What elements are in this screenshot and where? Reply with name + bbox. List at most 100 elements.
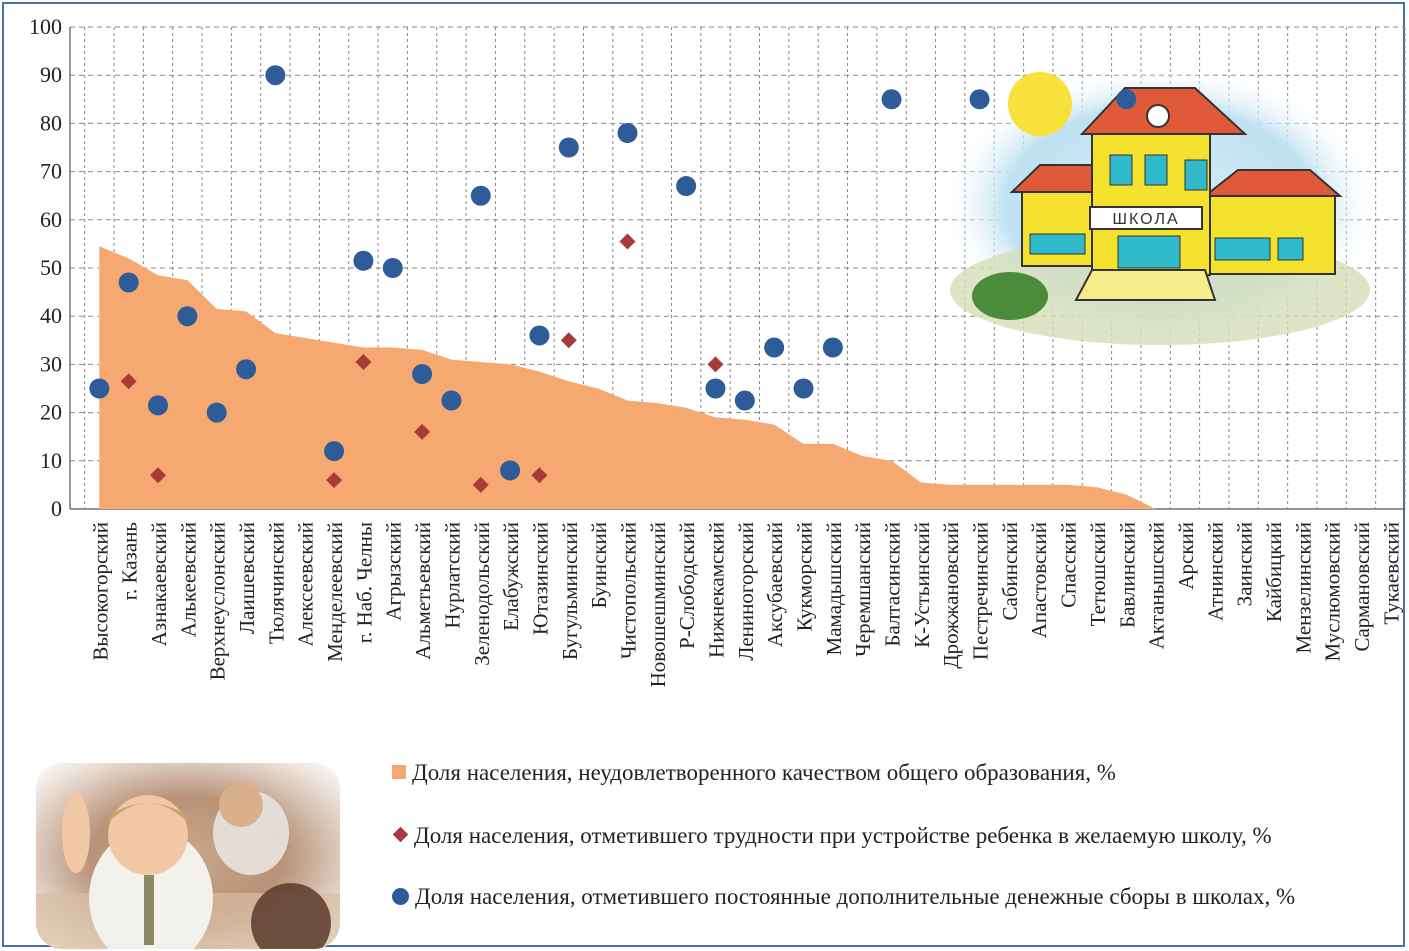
diamond-point [150, 467, 167, 484]
x-tick-label: Новошешминский [646, 522, 670, 687]
legend-circle-icon [392, 888, 409, 905]
x-tick-label: Пестречинский [969, 522, 993, 660]
circle-series [89, 65, 1137, 481]
y-tick-label: 0 [51, 496, 62, 521]
circle-point [412, 364, 433, 385]
x-tick-label: Кайбицкий [1262, 522, 1286, 622]
circle-point [529, 325, 550, 346]
circle-point [822, 337, 843, 358]
y-tick-label: 30 [40, 351, 62, 376]
circle-point [118, 272, 139, 293]
x-tick-label: Р-Слободский [675, 522, 699, 649]
y-tick-label: 90 [40, 62, 62, 87]
x-tick-label: Атнинский [1203, 522, 1227, 621]
x-tick-label: Спасский [1057, 522, 1081, 608]
circle-point [353, 250, 374, 271]
school-sign-text: ШКОЛА [1112, 211, 1179, 228]
x-tick-label: Мензелинский [1291, 522, 1315, 654]
classroom-photo [36, 763, 340, 949]
x-tick-label: Высокогорский [88, 522, 112, 661]
diamond-point [414, 423, 431, 440]
area-fill [99, 246, 1156, 510]
x-tick-label: Тетюшский [1086, 522, 1110, 626]
circle-point [969, 89, 990, 110]
x-tick-label: К-Устьинский [910, 522, 934, 648]
diamond-series [120, 233, 724, 493]
circle-point [734, 390, 755, 411]
legend-item-area: Доля населения, неудовлетворенного качес… [392, 757, 1402, 788]
grid-lines [69, 26, 1406, 510]
diamond-point [560, 332, 577, 349]
circle-point [236, 359, 257, 380]
legend-diamond-label: Доля населения, отметившего трудности пр… [414, 823, 1272, 848]
x-tick-label: Тукаевский [1379, 522, 1403, 625]
area-series [99, 246, 1156, 510]
circle-point [881, 89, 902, 110]
x-tick-label: Елабужский [499, 522, 523, 631]
diamond-point [619, 233, 636, 250]
school-illustration: ШКОЛА [940, 65, 1380, 345]
circle-point [324, 441, 345, 462]
legend-diamond-icon [392, 826, 409, 843]
circle-point [382, 258, 403, 278]
x-tick-label: Бугульминский [558, 522, 582, 660]
x-tick-label: Менделеевский [323, 522, 347, 662]
x-tick-label: Черемшанский [851, 522, 875, 657]
y-tick-label: 60 [40, 207, 62, 232]
x-tick-label: Дрожжановский [939, 522, 963, 669]
x-tick-label: Зеленодольский [470, 522, 494, 666]
y-tick-label: 70 [40, 159, 62, 184]
x-tick-label: Азнакаевский [147, 522, 171, 646]
circle-point [676, 176, 697, 197]
x-tick-label: Агрызский [382, 522, 406, 621]
y-tick-label: 80 [40, 110, 62, 135]
x-tick-label: Заинский [1233, 522, 1257, 606]
x-tick-label: Муслюмовский [1321, 522, 1345, 661]
diamond-point [531, 467, 548, 484]
circle-point [206, 402, 227, 423]
y-tick-label: 20 [40, 400, 62, 425]
circle-point [148, 395, 169, 416]
legend-square-icon [392, 765, 406, 779]
x-tick-label: Арский [1174, 522, 1198, 590]
x-axis-labels: Высокогорский г. Казань Азнакаевский Алькее… [88, 522, 1403, 687]
circle-point [441, 390, 462, 411]
circle-point [470, 185, 491, 206]
y-axis-labels: 0 10 20 30 40 50 60 70 80 90 100 [29, 14, 62, 521]
y-tick-label: 40 [40, 303, 62, 328]
diamond-point [120, 373, 137, 390]
x-tick-label: Алькеевский [176, 522, 200, 637]
chart-svg: 0 10 20 30 40 50 60 70 80 90 100 ШКОЛА [29, 14, 1406, 687]
circle-point [764, 337, 785, 358]
circle-point [1116, 89, 1137, 110]
circle-point [265, 65, 286, 86]
x-tick-label: Мамадышский [822, 522, 846, 655]
x-tick-label: Нурлатский [440, 522, 464, 629]
y-tick-label: 100 [29, 14, 62, 39]
x-tick-label: Балтасинский [881, 522, 905, 647]
diamond-point [355, 353, 372, 370]
x-tick-label: Лениногорский [734, 522, 758, 661]
x-tick-label: г. Казань [118, 522, 142, 600]
x-tick-label: Актанышский [1145, 522, 1169, 649]
x-tick-label: Чистопольский [617, 522, 641, 659]
circle-point [500, 460, 521, 481]
circle-point [89, 378, 110, 399]
y-tick-label: 10 [40, 448, 62, 473]
x-tick-label: Бавлинский [1115, 522, 1139, 628]
x-tick-label: Альметьевский [411, 522, 435, 660]
legend-area-label: Доля населения, неудовлетворенного качес… [412, 760, 1116, 785]
circle-point [617, 123, 638, 144]
circle-point [177, 306, 198, 327]
x-tick-label: Сармановский [1350, 522, 1374, 652]
clock-icon [1146, 104, 1170, 128]
sun-icon [1008, 72, 1072, 136]
x-tick-label: Апастовский [1027, 522, 1051, 638]
y-tick-label: 50 [40, 255, 62, 280]
x-tick-label: г. Наб. Челны [352, 522, 376, 643]
diamond-point [326, 472, 343, 489]
circle-point [705, 378, 726, 399]
x-tick-label: Буинский [587, 522, 611, 609]
x-tick-label: Ютазинский [529, 522, 553, 635]
